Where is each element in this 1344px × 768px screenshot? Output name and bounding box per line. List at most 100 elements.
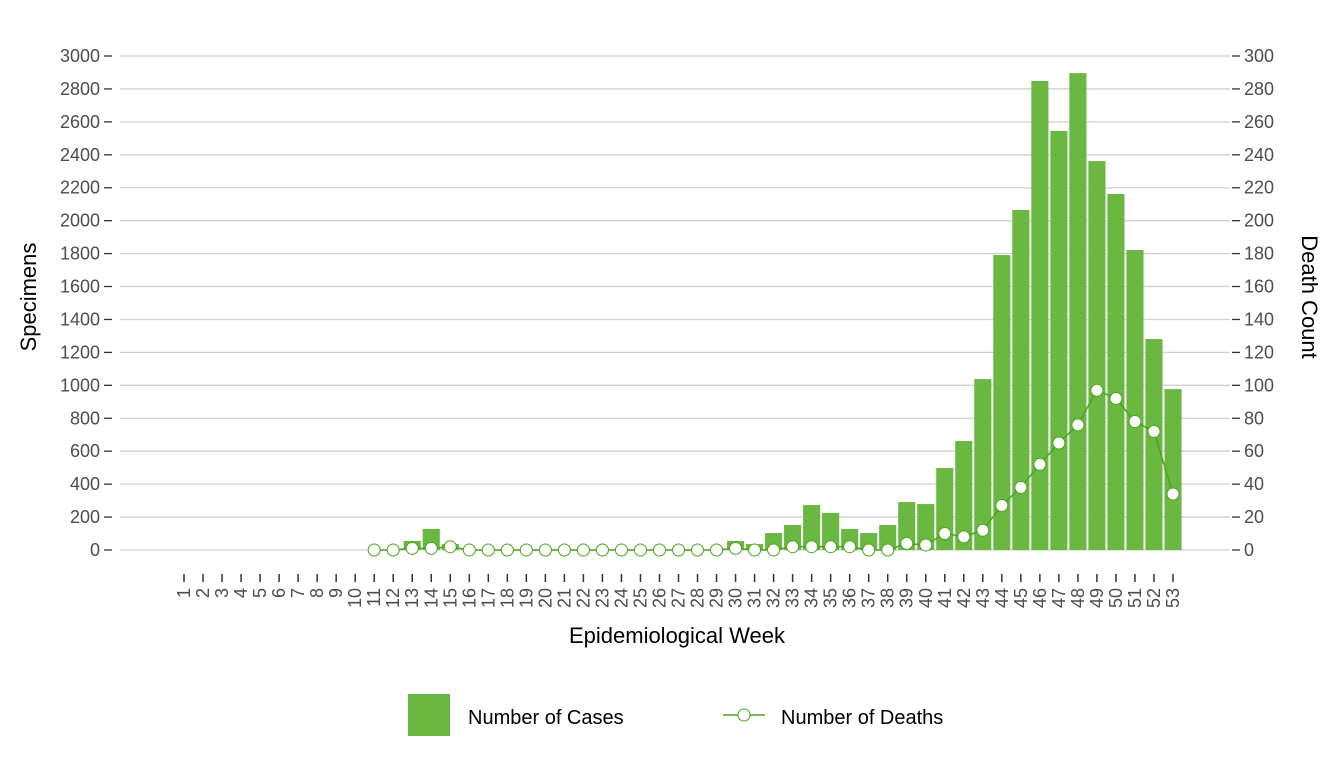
death-point-week-48 (1071, 418, 1085, 432)
x-tick-label: 31 (745, 588, 765, 608)
legend-label-deaths: Number of Deaths (781, 707, 943, 729)
death-point-week-21 (557, 543, 571, 557)
y-axis-title: Specimens (16, 243, 41, 352)
y2-tick-label: 100 (1244, 375, 1274, 395)
x-tick-label: 32 (764, 588, 784, 608)
x-tick-label: 7 (288, 588, 308, 598)
x-tick-label: 34 (802, 588, 822, 608)
death-point-week-39 (900, 536, 914, 550)
y-tick-label: 1400 (60, 309, 100, 329)
y2-tick-label: 20 (1244, 507, 1264, 527)
y-tick-label: 1200 (60, 342, 100, 362)
x-tick-label: 14 (421, 588, 441, 608)
bar-week-44 (993, 255, 1011, 550)
bar-week-35 (822, 512, 840, 550)
death-point-week-41 (938, 527, 952, 541)
x-tick-label: 13 (402, 588, 422, 608)
death-point-week-31 (748, 543, 762, 557)
death-point-week-34 (805, 540, 819, 554)
death-point-week-35 (824, 540, 838, 554)
y2-tick-label: 120 (1244, 342, 1274, 362)
x-tick-label: 26 (649, 588, 669, 608)
bar-week-47 (1050, 130, 1068, 550)
death-point-week-49 (1090, 383, 1104, 397)
y2-tick-label: 260 (1244, 112, 1274, 132)
x-tick-label: 30 (726, 588, 746, 608)
bar-week-45 (1012, 209, 1030, 551)
y-tick-label: 2000 (60, 211, 100, 231)
death-point-week-28 (691, 543, 705, 557)
death-point-week-17 (481, 543, 495, 557)
y2-tick-label: 280 (1244, 79, 1274, 99)
x-tick-label: 5 (250, 588, 270, 598)
x-tick-label: 12 (383, 588, 403, 608)
bar-week-50 (1107, 193, 1125, 550)
y-tick-label: 3000 (60, 46, 100, 66)
death-point-week-25 (633, 543, 647, 557)
death-point-week-52 (1147, 424, 1161, 438)
death-point-week-50 (1109, 392, 1123, 406)
x-tick-label: 27 (669, 588, 689, 608)
y2-tick-label: 160 (1244, 277, 1274, 297)
x-tick-label: 11 (364, 588, 384, 607)
y2-tick-label: 300 (1244, 46, 1274, 66)
death-point-week-51 (1128, 415, 1142, 429)
legend: Number of Cases Number of Deaths (408, 694, 943, 736)
y2-tick-label: 0 (1244, 540, 1254, 560)
x-tick-label: 51 (1125, 588, 1145, 608)
x-tick-label: 47 (1049, 588, 1069, 608)
death-point-week-40 (919, 538, 933, 552)
x-tick-label: 35 (821, 588, 841, 608)
x-tick-label: 4 (231, 588, 251, 598)
death-point-week-19 (519, 543, 533, 557)
bar-week-48 (1069, 73, 1087, 550)
x-tick-label: 10 (345, 588, 365, 608)
x-tick-label: 2 (193, 588, 213, 598)
death-point-week-53 (1166, 487, 1180, 501)
x-tick-label: 3 (212, 588, 232, 598)
bar-week-40 (917, 504, 935, 550)
x-tick-label: 45 (1011, 588, 1031, 608)
bar-week-43 (974, 379, 992, 550)
y-tick-label: 200 (70, 507, 100, 527)
y2-tick-label: 200 (1244, 211, 1274, 231)
x-tick-label: 48 (1068, 588, 1088, 608)
y2-tick-label: 80 (1244, 408, 1264, 428)
death-point-week-18 (500, 543, 514, 557)
death-point-week-20 (538, 543, 552, 557)
death-point-week-13 (405, 541, 419, 555)
death-point-week-15 (443, 540, 457, 554)
death-point-week-38 (881, 543, 895, 557)
bar-week-38 (879, 524, 897, 550)
x-tick-label: 23 (592, 588, 612, 608)
x-tick-label: 42 (954, 588, 974, 608)
death-point-week-27 (672, 543, 685, 557)
death-point-week-42 (957, 530, 971, 544)
bar-week-34 (803, 505, 821, 550)
bar-week-46 (1031, 81, 1049, 551)
death-point-week-45 (1014, 480, 1028, 494)
y2-tick-label: 180 (1244, 244, 1274, 264)
y2-tick-label: 60 (1244, 441, 1264, 461)
x-axis-title: Epidemiological Week (569, 623, 786, 648)
death-point-week-23 (595, 543, 609, 557)
x-tick-label: 50 (1106, 588, 1126, 608)
bar-week-52 (1145, 339, 1163, 550)
x-tick-label: 40 (916, 588, 936, 608)
x-tick-label: 16 (459, 588, 479, 608)
x-tick-label: 44 (992, 588, 1012, 608)
death-point-week-47 (1052, 436, 1066, 450)
death-point-week-22 (576, 543, 590, 557)
y-tick-label: 800 (70, 408, 100, 428)
death-point-week-32 (767, 543, 781, 557)
x-tick-label: 36 (840, 588, 860, 608)
x-tick-label: 8 (307, 588, 327, 598)
death-point-week-11 (367, 543, 381, 557)
death-point-week-30 (729, 541, 743, 555)
y-tick-label: 400 (70, 474, 100, 494)
x-tick-label: 9 (326, 588, 346, 598)
x-tick-label: 1 (174, 588, 194, 598)
x-tick-label: 21 (554, 588, 574, 608)
y-tick-label: 2600 (60, 112, 100, 132)
